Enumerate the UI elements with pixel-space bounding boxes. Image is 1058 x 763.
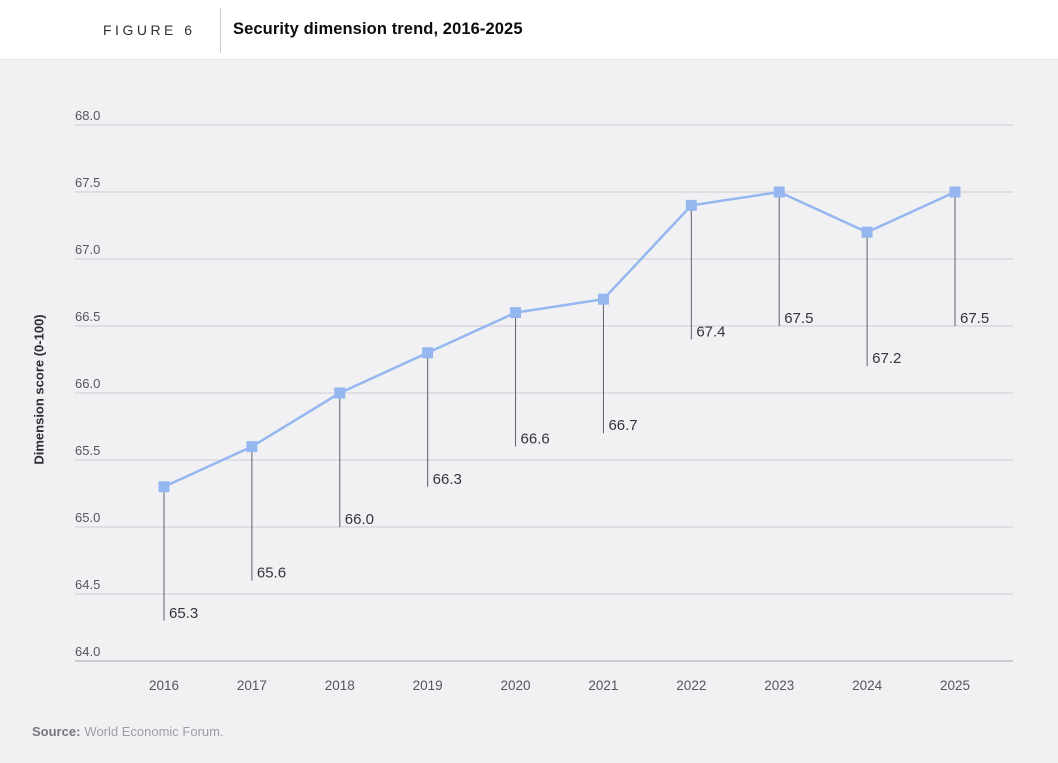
- point-label: 67.2: [872, 350, 901, 367]
- y-tick-label: 67.5: [75, 175, 100, 190]
- point-label: 66.6: [521, 431, 550, 448]
- x-tick-label: 2025: [940, 678, 970, 693]
- point-label: 65.6: [257, 565, 286, 582]
- data-point-marker: [510, 307, 522, 319]
- x-tick-label: 2016: [149, 678, 179, 693]
- data-point-marker: [334, 387, 346, 399]
- y-tick-label: 68.0: [75, 108, 100, 123]
- point-label: 67.5: [960, 310, 989, 327]
- point-label: 66.7: [608, 417, 637, 434]
- x-tick-label: 2020: [501, 678, 531, 693]
- x-tick-label: 2023: [764, 678, 794, 693]
- y-tick-label: 66.0: [75, 376, 100, 391]
- y-tick-label: 65.5: [75, 443, 100, 458]
- y-tick-label: 64.5: [75, 577, 100, 592]
- point-label: 65.3: [169, 605, 198, 622]
- source-label: Source:: [32, 724, 81, 739]
- x-tick-label: 2024: [852, 678, 883, 693]
- data-point-marker: [949, 186, 961, 198]
- x-tick-label: 2022: [676, 678, 706, 693]
- y-axis-title: Dimension score (0-100): [31, 314, 47, 465]
- figure-header: FIGURE 6 Security dimension trend, 2016-…: [0, 0, 1058, 60]
- point-label: 66.0: [345, 511, 374, 528]
- y-tick-label: 64.0: [75, 644, 100, 659]
- data-point-marker: [158, 481, 170, 493]
- y-tick-label: 67.0: [75, 242, 100, 257]
- point-label: 67.4: [696, 323, 725, 340]
- data-point-marker: [246, 441, 258, 453]
- trend-chart: 68.0 67.5 67.0 66.5 66.0 65.5 65.0 64.5 64.0 2016…: [75, 108, 1013, 693]
- data-point-marker: [597, 293, 609, 305]
- figure-label: FIGURE 6: [103, 22, 196, 38]
- data-point-marker: [861, 226, 873, 238]
- point-label: 66.3: [433, 471, 462, 488]
- figure-title: Security dimension trend, 2016-2025: [233, 20, 523, 38]
- data-point-marker: [685, 199, 697, 211]
- x-tick-label: 2018: [325, 678, 355, 693]
- y-tick-label: 65.0: [75, 510, 100, 525]
- data-point-marker: [422, 347, 434, 359]
- chart-area: 68.0 67.5 67.0 66.5 66.0 65.5 65.0 64.5 64.0 2016…: [0, 60, 1058, 763]
- data-point-marker: [773, 186, 785, 198]
- source-note: Source: World Economic Forum.: [32, 724, 224, 739]
- source-text: World Economic Forum.: [84, 724, 224, 739]
- point-label: 67.5: [784, 310, 813, 327]
- x-tick-label: 2021: [588, 678, 618, 693]
- x-tick-label: 2019: [413, 678, 443, 693]
- trend-line: [163, 190, 956, 488]
- y-tick-label: 66.5: [75, 309, 100, 324]
- header-divider: [220, 8, 221, 53]
- x-tick-label: 2017: [237, 678, 267, 693]
